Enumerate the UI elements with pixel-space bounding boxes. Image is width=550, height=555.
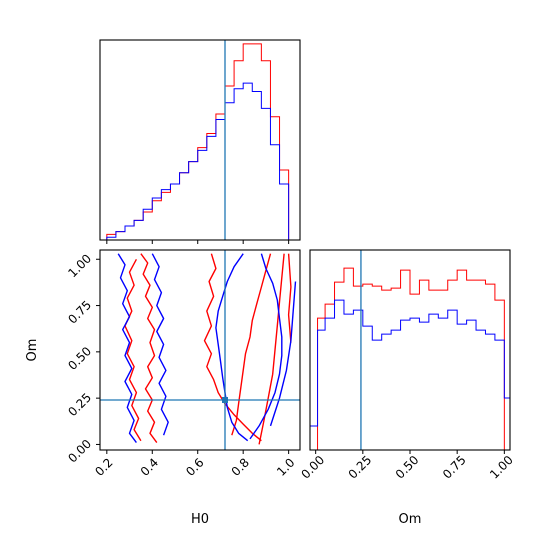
contour-line-series-2-2 — [151, 253, 169, 436]
contour-line-series-2-5 — [269, 281, 297, 427]
contour-layer — [117, 253, 297, 445]
contour-line-series-2-1 — [117, 253, 137, 444]
om-histogram-series-1 — [310, 267, 510, 451]
x-axis-label-om: Om — [399, 512, 422, 527]
contour-line-series-1-4 — [231, 253, 272, 436]
truth-point — [222, 397, 228, 403]
h0-marginal-frame — [99, 39, 301, 241]
contour-line-series-2-3 — [215, 253, 249, 442]
om-vs-h0-frame — [99, 249, 301, 451]
x-axis-label-h0: H0 — [191, 512, 209, 527]
contour-line-series-1-3 — [203, 253, 262, 442]
y-axis-label-om: Om — [25, 339, 40, 362]
om-histogram-series-2 — [309, 299, 511, 450]
h0-marginal-panel — [99, 39, 301, 244]
contour-line-series-1-1 — [140, 253, 158, 444]
h0-histogram-series-2 — [100, 82, 300, 241]
contour-line-series-2-4 — [249, 253, 283, 440]
contour-line-series-1-2 — [124, 258, 142, 442]
contour-line-series-1-6 — [287, 253, 292, 343]
